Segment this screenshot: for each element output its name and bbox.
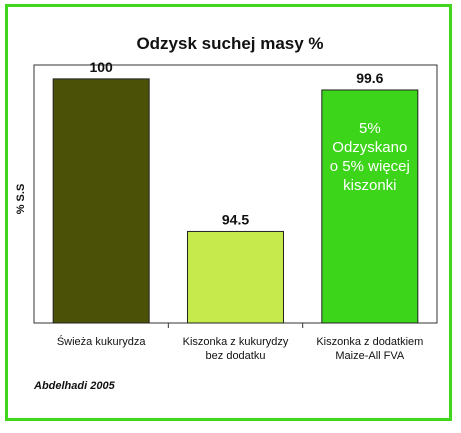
bar — [52, 78, 150, 324]
bar-value-label: 99.6 — [356, 70, 383, 86]
annotation-line: kiszonki — [343, 177, 396, 194]
bar — [187, 230, 284, 324]
bar-annotation: 5% Odzyskano o 5% więcej kiszonki — [330, 120, 410, 194]
category-label: bez dodatku — [206, 350, 266, 362]
x-axis-ticks — [167, 323, 304, 328]
source-note: Abdelhadi 2005 — [33, 380, 116, 392]
category-label: Maize-All FVA — [335, 350, 405, 362]
chart-title: Odzysk suchej masy % — [136, 34, 323, 53]
y-axis-label: % S.S — [15, 184, 27, 215]
annotation-line: o 5% więcej — [330, 158, 410, 175]
bar-value-label: 100 — [89, 59, 113, 75]
category-label: Świeża kukurydza — [57, 335, 147, 348]
annotation-line: Odzyskano — [332, 139, 407, 156]
value-labels-group: 100 94.5 99.6 — [89, 59, 383, 228]
category-label: Kiszonka z kukurydzy — [183, 336, 289, 348]
category-labels-group: Świeża kukurydza Kiszonka z kukurydzy bez … — [57, 335, 423, 362]
annotation-line: 5% — [359, 120, 381, 137]
category-label: Kiszonka z dodatkiem — [316, 336, 423, 348]
bar — [321, 89, 419, 324]
bar-value-label: 94.5 — [222, 211, 249, 227]
bars-group — [52, 78, 419, 324]
